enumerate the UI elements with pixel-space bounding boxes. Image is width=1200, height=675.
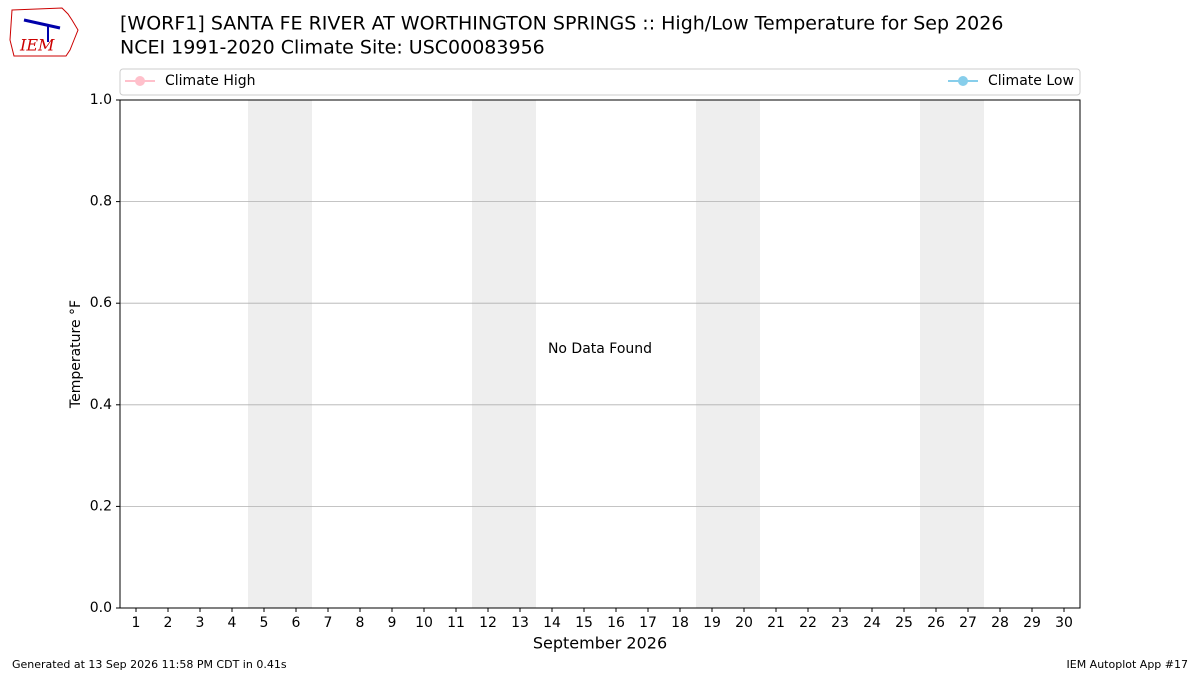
y-tick-label: 0.6 <box>90 295 112 311</box>
logo-text: IEM <box>19 36 55 55</box>
x-tick-label: 13 <box>511 615 529 631</box>
logo-outline <box>9 7 79 57</box>
x-tick-label: 11 <box>447 615 465 631</box>
x-tick-label: 19 <box>703 615 721 631</box>
footer-left: Generated at 13 Sep 2026 11:58 PM CDT in… <box>12 658 287 671</box>
x-tick-label: 5 <box>260 615 269 631</box>
legend-box <box>119 68 1081 96</box>
x-tick-label: 21 <box>767 615 785 631</box>
x-tick-label: 8 <box>356 615 365 631</box>
weekend-shade <box>248 100 312 608</box>
y-tick-label: 0.0 <box>90 600 112 616</box>
y-tick-label: 1.0 <box>90 92 112 108</box>
y-tick-label: 0.4 <box>90 397 112 413</box>
y-tick-label: 0.2 <box>90 498 112 514</box>
x-tick-label: 25 <box>895 615 913 631</box>
x-tick-label: 9 <box>388 615 397 631</box>
legend-marker <box>958 76 968 86</box>
x-tick-label: 20 <box>735 615 753 631</box>
x-tick-label: 7 <box>324 615 333 631</box>
x-tick-label: 6 <box>292 615 301 631</box>
chart-subtitle: NCEI 1991-2020 Climate Site: USC00083956 <box>120 37 545 59</box>
x-tick-label: 15 <box>575 615 593 631</box>
x-tick-label: 14 <box>543 615 561 631</box>
x-tick-label: 12 <box>479 615 497 631</box>
x-tick-label: 3 <box>196 615 205 631</box>
weekend-shade <box>472 100 536 608</box>
y-axis-label: Temperature °F <box>68 300 84 409</box>
x-tick-label: 29 <box>1023 615 1041 631</box>
x-tick-label: 28 <box>991 615 1009 631</box>
x-tick-label: 17 <box>639 615 657 631</box>
x-tick-label: 26 <box>927 615 945 631</box>
chart-title: [WORF1] SANTA FE RIVER AT WORTHINGTON SP… <box>120 13 1003 35</box>
x-tick-label: 23 <box>831 615 849 631</box>
weekend-shade <box>696 100 760 608</box>
logo: IEM <box>9 7 79 57</box>
annotation: No Data Found <box>548 341 652 357</box>
x-tick-label: 30 <box>1055 615 1073 631</box>
x-tick-label: 27 <box>959 615 977 631</box>
legend-label: Climate Low <box>988 73 1074 89</box>
x-tick-label: 2 <box>164 615 173 631</box>
x-tick-label: 22 <box>799 615 817 631</box>
x-axis-label: September 2026 <box>533 634 667 653</box>
x-tick-label: 4 <box>228 615 237 631</box>
weekend-shade <box>920 100 984 608</box>
plot-area <box>120 99 1080 609</box>
footer-right: IEM Autoplot App #17 <box>1067 658 1189 671</box>
plot-frame <box>119 99 1081 609</box>
x-tick-label: 24 <box>863 615 881 631</box>
logo-bar <box>23 18 61 30</box>
y-tick-label: 0.8 <box>90 194 112 210</box>
legend-label: Climate High <box>165 73 256 89</box>
legend-marker <box>135 76 145 86</box>
x-tick-label: 18 <box>671 615 689 631</box>
x-tick-label: 1 <box>132 615 141 631</box>
x-tick-label: 10 <box>415 615 433 631</box>
x-tick-label: 16 <box>607 615 625 631</box>
